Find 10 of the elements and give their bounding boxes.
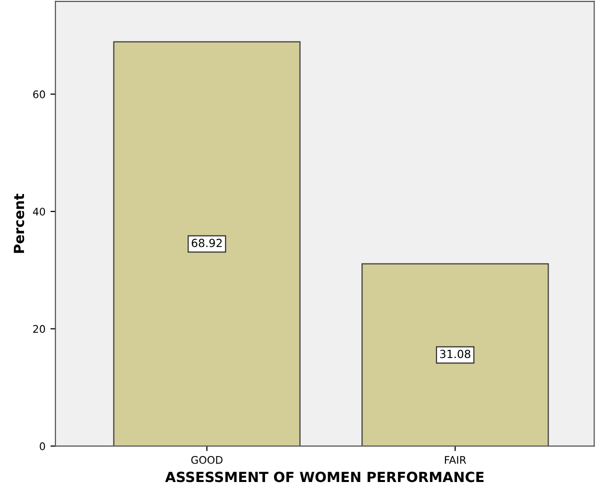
x-tick-label: FAIR xyxy=(444,456,466,464)
data-label: 68.92 xyxy=(192,238,222,248)
y-axis-title: Percent xyxy=(14,194,24,253)
x-axis-title: ASSESSMENT OF WOMEN PERFORMANCE xyxy=(165,472,484,482)
y-tick-label: 20 xyxy=(33,325,46,333)
y-tick-label: 40 xyxy=(32,208,46,216)
data-label: 31.08 xyxy=(440,350,470,358)
y-tick-label: 0 xyxy=(40,442,46,450)
x-tick-label: GOOD xyxy=(191,456,223,464)
y-tick-label: 60 xyxy=(33,90,46,98)
